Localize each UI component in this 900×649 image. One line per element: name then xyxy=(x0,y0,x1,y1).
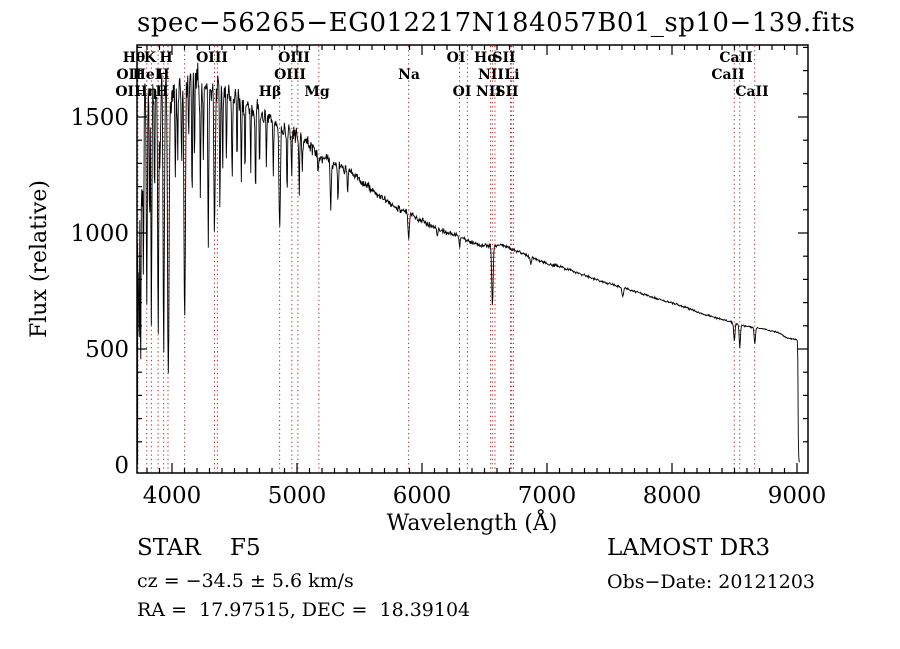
line-label: Hβ xyxy=(259,84,282,100)
y-tick-label: 0 xyxy=(114,453,129,479)
line-label: CaII xyxy=(719,50,752,66)
x-tick-label: 5000 xyxy=(268,483,327,509)
line-label: Hη xyxy=(134,84,157,100)
line-label: H xyxy=(159,50,172,66)
line-label: OIII xyxy=(278,50,310,66)
classification-label: STAR F5 xyxy=(137,535,261,561)
line-label: K xyxy=(144,50,157,66)
line-label: HeI xyxy=(133,67,162,83)
x-tick-label: 4000 xyxy=(143,483,202,509)
line-label: Hθ xyxy=(123,50,146,66)
spectrum-trace xyxy=(137,62,800,464)
plot-title: spec−56265−EG012217N184057B01_sp10−139.f… xyxy=(137,8,856,38)
radial-velocity-label: cz = −34.5 ± 5.6 km/s xyxy=(137,570,354,592)
line-label: Mg xyxy=(304,84,329,100)
line-label: OIII xyxy=(196,50,228,66)
x-tick-label: 8000 xyxy=(643,483,702,509)
line-label: NII xyxy=(476,84,502,100)
obs-date-label: Obs−Date: 20121203 xyxy=(607,571,815,593)
line-label: OII xyxy=(115,84,140,100)
line-label: CaII xyxy=(711,67,744,83)
line-label: H xyxy=(156,67,169,83)
plot-frame xyxy=(136,44,809,474)
ra-dec-label: RA = 17.97515, DEC = 18.39104 xyxy=(137,599,471,621)
line-label: Na xyxy=(398,67,420,83)
line-label: OIII xyxy=(274,67,306,83)
line-label: H xyxy=(155,84,168,100)
line-label: OI xyxy=(447,50,466,66)
line-label: Hα xyxy=(474,50,498,66)
y-tick-label: 500 xyxy=(85,337,129,363)
x-tick-label: 9000 xyxy=(768,483,827,509)
line-label: SII xyxy=(495,84,518,100)
line-label: OII xyxy=(116,67,141,83)
y-tick-label: 1500 xyxy=(70,105,129,131)
y-tick-label: 1000 xyxy=(70,221,129,247)
x-axis-label: Wavelength (Å) xyxy=(387,508,558,536)
x-tick-label: 7000 xyxy=(518,483,577,509)
line-label: Li xyxy=(504,67,519,83)
line-label: CaII xyxy=(735,84,768,100)
x-tick-label: 6000 xyxy=(393,483,452,509)
line-label: OI xyxy=(453,84,472,100)
line-label: SII xyxy=(492,50,515,66)
survey-label: LAMOST DR3 xyxy=(607,535,771,561)
y-axis-label: Flux (relative) xyxy=(27,180,52,338)
line-label: NII xyxy=(478,67,504,83)
